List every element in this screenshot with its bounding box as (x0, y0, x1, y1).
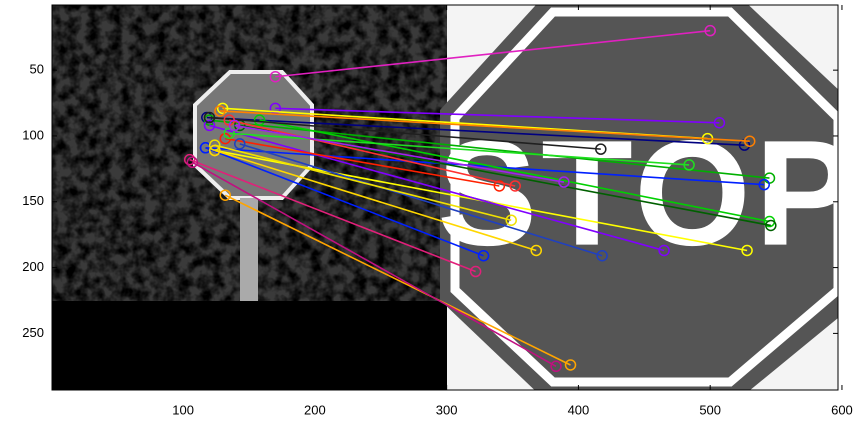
match-line (214, 144, 512, 221)
x-tick-label: 600 (831, 402, 853, 417)
match-point-right (493, 180, 506, 192)
match-point-left (186, 156, 199, 169)
match-point-right (741, 244, 753, 257)
match-line (206, 116, 745, 146)
match-line (234, 124, 565, 183)
match-point-right (530, 244, 542, 257)
match-line (209, 124, 665, 252)
match-point-right (765, 219, 777, 232)
match-point-left (203, 111, 216, 124)
stop-sign-ring (450, 7, 838, 387)
match-point-right (477, 249, 490, 262)
match-point-right (550, 360, 562, 373)
match-line (214, 149, 537, 252)
match-point-left (203, 119, 216, 132)
match-point-left (234, 138, 246, 150)
match-line (205, 147, 484, 257)
images: STOP (52, 5, 856, 390)
match-point-left (214, 105, 226, 117)
match-point-right (658, 244, 670, 257)
match-line (224, 194, 571, 366)
match-point-right (469, 265, 482, 278)
y-tick-label: 150 (22, 193, 44, 208)
y-tick-label: 50 (30, 62, 44, 77)
match-point-right (596, 249, 608, 262)
x-tick-label: 100 (172, 402, 194, 417)
match-point-left (228, 119, 241, 132)
black-padding (52, 301, 447, 390)
match-line (191, 161, 557, 368)
sign-post (240, 198, 258, 301)
match-line (189, 158, 476, 273)
match-line (275, 107, 720, 124)
match-point-right (704, 24, 716, 37)
y-tick-label: 250 (22, 325, 44, 340)
match-line (209, 116, 601, 150)
match-line (259, 119, 770, 223)
stop-sign-outer (440, 5, 838, 390)
x-tick-label: 500 (699, 402, 721, 417)
match-point-right (505, 214, 517, 226)
match-point-right (558, 176, 570, 188)
match-line (209, 119, 770, 179)
match-point-left (253, 114, 266, 126)
match-point-left (223, 127, 235, 140)
match-line (229, 119, 516, 187)
match-line (275, 29, 711, 78)
match-point-right (509, 180, 521, 192)
match-point-left (269, 70, 282, 83)
x-tick-label: 200 (304, 402, 326, 417)
axes-box (51, 4, 839, 391)
x-tick-label: 300 (436, 402, 458, 417)
y-tick-label: 200 (22, 259, 44, 274)
match-point-right (743, 135, 756, 147)
match-point-left (219, 189, 232, 201)
match-point-right (683, 159, 695, 171)
match-line (225, 137, 500, 187)
match-point-right (564, 359, 577, 371)
match-point-left (216, 102, 229, 115)
match-point-right (595, 143, 607, 155)
stop-word: STOP (437, 109, 856, 277)
match-point-left (208, 139, 221, 151)
match-line (205, 147, 765, 186)
match-point-right (758, 178, 770, 191)
match-point-right (713, 117, 726, 129)
x-tick-label: 400 (568, 402, 590, 417)
match-point-left (183, 153, 196, 166)
match-line (239, 143, 603, 257)
match-line (219, 110, 750, 143)
y-tick-label: 100 (22, 127, 44, 142)
